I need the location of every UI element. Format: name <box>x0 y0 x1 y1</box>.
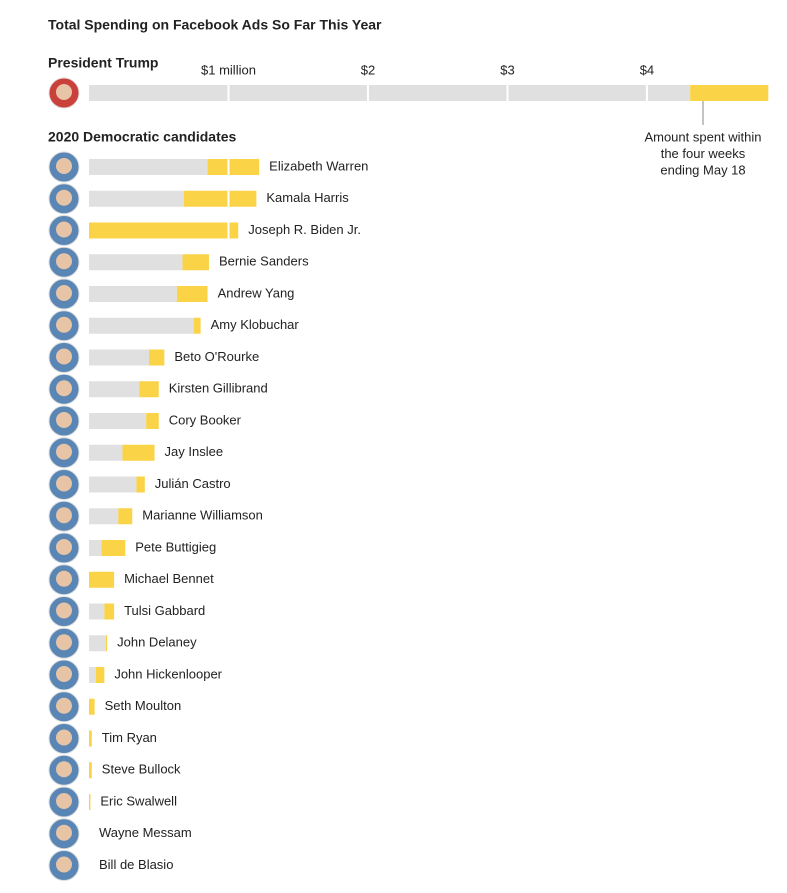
category-label: Wayne Messam <box>99 825 192 840</box>
avatar-face <box>56 793 72 809</box>
bar-segment <box>89 286 177 302</box>
avatar-face <box>56 84 72 100</box>
avatar-face <box>56 380 72 397</box>
bar-segment <box>148 349 165 366</box>
avatar-face <box>56 348 72 365</box>
avatar-face <box>56 285 72 301</box>
bar-segment <box>89 667 96 683</box>
category-label: Beto O'Rourke <box>174 349 259 364</box>
bar-segment <box>89 222 239 239</box>
avatar-face <box>56 316 72 333</box>
bar-segment <box>104 603 115 620</box>
bar-segment <box>146 413 159 429</box>
bar-segment <box>89 730 92 747</box>
bar-segment <box>182 254 209 271</box>
bar-segment <box>89 317 194 334</box>
bar-segment <box>89 254 183 271</box>
x-tick-label: $1 million <box>201 62 256 77</box>
bar-segment <box>95 667 105 683</box>
category-label: Jay Inslee <box>165 444 224 459</box>
avatar-face <box>56 856 72 873</box>
avatar-face <box>56 475 72 492</box>
avatar-face <box>56 761 72 778</box>
annotation: Amount spent within <box>644 129 761 144</box>
annotation: the four weeks <box>661 146 746 161</box>
category-label: Pete Buttigieg <box>135 539 216 554</box>
category-label: Bernie Sanders <box>219 254 309 269</box>
avatar-face <box>56 221 72 238</box>
bar-segment <box>89 444 123 461</box>
category-label: Kirsten Gillibrand <box>169 381 268 396</box>
avatar-face <box>56 158 72 174</box>
avatar-face <box>56 602 72 619</box>
avatar-face <box>56 412 72 428</box>
bar-segment <box>139 381 159 398</box>
bar-segment <box>105 635 108 652</box>
bar-segment <box>89 603 105 620</box>
section-title: 2020 Democratic candidates <box>48 129 237 145</box>
bar-segment <box>89 794 91 810</box>
bar-segment <box>89 85 691 101</box>
avatar-face <box>56 539 72 555</box>
bar-segment <box>89 476 137 493</box>
bar-segment <box>193 317 201 334</box>
avatar-face <box>56 634 72 651</box>
bar-segment <box>89 571 115 588</box>
category-label: Cory Booker <box>169 412 242 427</box>
chart-title: Total Spending on Facebook Ads So Far Th… <box>48 17 382 33</box>
bar-segment <box>89 190 184 207</box>
category-label: Bill de Blasio <box>99 857 173 872</box>
avatar-face <box>56 570 72 587</box>
category-label: Tim Ryan <box>102 730 157 745</box>
bar-segment <box>89 698 95 715</box>
x-tick-label: $4 <box>640 62 654 77</box>
category-label: Seth Moulton <box>105 698 182 713</box>
category-label: Marianne Williamson <box>142 508 263 523</box>
bar-segment <box>89 635 106 652</box>
avatar-face <box>56 824 72 841</box>
bar-segment <box>176 286 208 302</box>
bar-segment <box>89 381 140 398</box>
bar-segment <box>89 413 147 429</box>
annotation: ending May 18 <box>660 162 745 177</box>
avatar-face <box>56 666 72 682</box>
bar-segment <box>89 762 92 779</box>
bar-segment <box>89 159 208 175</box>
bar-segment <box>136 476 145 493</box>
category-label: Eric Swalwell <box>100 793 177 808</box>
category-label: Tulsi Gabbard <box>124 603 205 618</box>
category-label: Kamala Harris <box>266 190 349 205</box>
bar-segment <box>89 508 119 525</box>
bar-segment <box>89 349 149 366</box>
x-tick-label: $3 <box>500 62 514 77</box>
category-label: Michael Bennet <box>124 571 214 586</box>
avatar-face <box>56 697 72 714</box>
avatar-face <box>56 507 72 524</box>
section-title: President Trump <box>48 55 158 71</box>
avatar-face <box>56 729 72 746</box>
category-label: Elizabeth Warren <box>269 158 368 173</box>
category-label: Julián Castro <box>155 476 231 491</box>
category-label: John Delaney <box>117 635 197 650</box>
bar-segment <box>207 159 260 175</box>
category-label: Steve Bullock <box>102 762 181 777</box>
bar-segment <box>183 190 257 207</box>
category-label: Amy Klobuchar <box>211 317 300 332</box>
bar-segment <box>101 540 126 556</box>
category-label: John Hickenlooper <box>114 666 222 681</box>
avatar-face <box>56 443 72 460</box>
x-tick-label: $2 <box>361 62 375 77</box>
bar-segment <box>690 85 769 101</box>
bar-segment <box>118 508 133 525</box>
avatar-face <box>56 189 72 206</box>
category-label: Joseph R. Biden Jr. <box>248 222 361 237</box>
avatar-face <box>56 253 72 270</box>
bar-segment <box>122 444 155 461</box>
bar-segment <box>89 540 102 556</box>
category-label: Andrew Yang <box>218 285 295 300</box>
